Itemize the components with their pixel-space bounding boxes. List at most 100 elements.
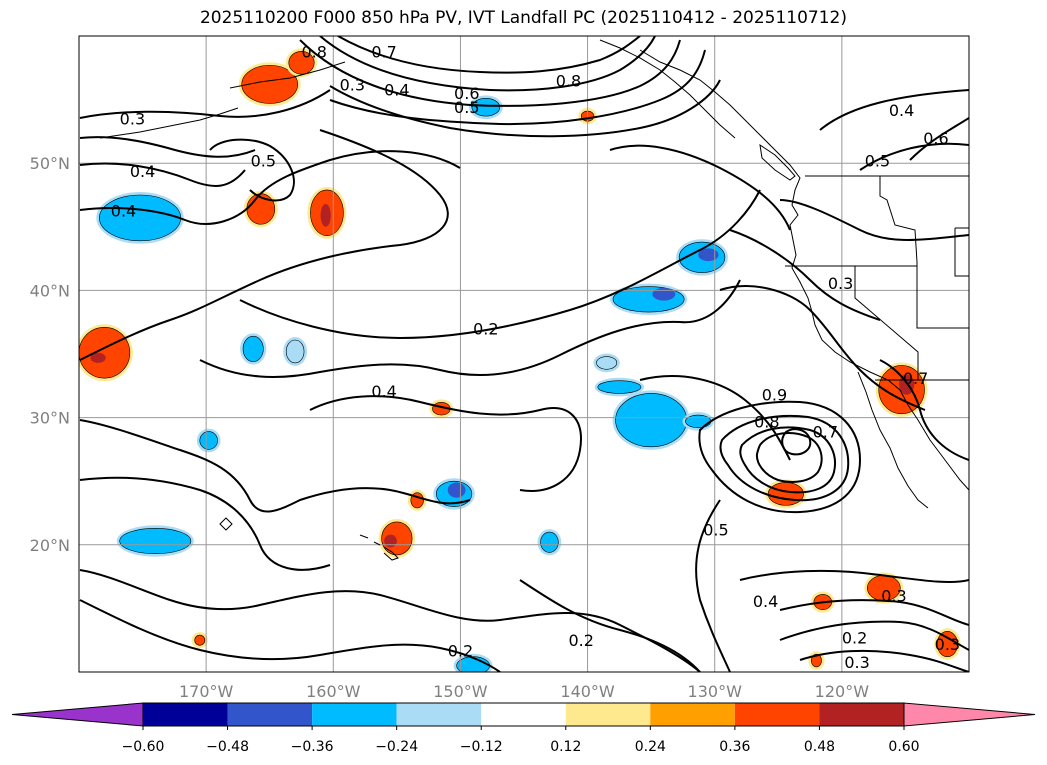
contour-0.6-north bbox=[299, 39, 681, 107]
contour-0.5-ne bbox=[859, 142, 969, 171]
pv-negative-patch bbox=[540, 531, 559, 553]
x-tick-label: 120°W bbox=[815, 682, 870, 701]
contour-label: 0.4 bbox=[130, 162, 155, 181]
pv-negative-core bbox=[447, 482, 466, 498]
pv-negative-patch bbox=[199, 431, 218, 450]
coastline-layer bbox=[99, 39, 969, 561]
small-island bbox=[219, 517, 233, 531]
contour-label: 0.3 bbox=[340, 75, 365, 94]
colorbar-segment bbox=[481, 703, 566, 726]
contour-0.4-midpac bbox=[199, 279, 741, 378]
pv-positive-core bbox=[320, 203, 331, 227]
contour-0.7-ring bbox=[719, 414, 850, 502]
pv-positive-patch bbox=[767, 482, 805, 506]
contour-label: 0.8 bbox=[301, 42, 326, 61]
colorbar-extend-high bbox=[903, 702, 1036, 727]
contour-label: 0.3 bbox=[935, 635, 960, 654]
nevada-east-border bbox=[916, 262, 969, 329]
contour-0.5-loop bbox=[209, 138, 295, 202]
pv-negative-patch bbox=[285, 339, 305, 364]
colorbar-tick-label: −0.36 bbox=[291, 739, 334, 755]
contour-label: 0.8 bbox=[556, 72, 581, 91]
contour-0.3-lower bbox=[79, 476, 331, 571]
plot-area: 0.8 0.70.80.60.3 0.40.50.30.50.40.40.40.60… bbox=[79, 36, 969, 672]
contour-0.4-pacific bbox=[79, 150, 461, 225]
contour-0.4-ne bbox=[819, 89, 969, 131]
alaska-islands bbox=[229, 61, 346, 89]
contour-label: 0.6 bbox=[454, 84, 479, 103]
pv-positive-patch bbox=[811, 653, 822, 668]
contour-0.3-ne-coast bbox=[729, 229, 881, 321]
california-nevada-border bbox=[854, 266, 919, 380]
pv-negative-patch bbox=[119, 527, 192, 555]
contour-0.3-pacific bbox=[79, 129, 449, 361]
contour-0.2-main bbox=[239, 189, 761, 340]
contour-0.3-south bbox=[79, 569, 701, 672]
contour-1.0-center bbox=[781, 428, 812, 456]
contour-label: 0.3 bbox=[881, 587, 906, 606]
colorbar-tick-label: 0.48 bbox=[804, 739, 835, 755]
contour-0.4-lower-east bbox=[739, 569, 969, 584]
contour-0.6-ring bbox=[698, 400, 862, 514]
chart-title: 2025110200 F000 850 hPa PV, IVT Landfall… bbox=[199, 8, 847, 28]
hawaii-islands bbox=[359, 534, 399, 561]
contour-0.5-lower-east bbox=[695, 499, 731, 672]
colorbar-segment bbox=[565, 703, 651, 726]
contour-0.4-east-coast bbox=[719, 285, 926, 411]
y-tick-label: 50°N bbox=[30, 154, 70, 173]
contour-0.2-se bbox=[779, 620, 969, 651]
alaska-panhandle bbox=[599, 39, 736, 139]
contour-label: 0.9 bbox=[762, 386, 787, 405]
colorbar: −0.60 −0.48 −0.36 −0.24 −0.12 0.12 0.24 0.36 0.4… bbox=[11, 702, 1036, 755]
baja-coastline bbox=[857, 371, 929, 509]
contour-0.6-ne bbox=[909, 117, 969, 161]
contour-0.9-ring bbox=[755, 432, 823, 483]
utah-border bbox=[954, 227, 969, 277]
contour-0.3-east bbox=[609, 144, 791, 231]
contour-0.3-north bbox=[79, 89, 331, 119]
colorbar-tick-label: 0.60 bbox=[888, 739, 919, 755]
contour-0.8-ring bbox=[739, 426, 836, 494]
pv-negative-patch bbox=[596, 356, 618, 370]
contour-label: 0.8 bbox=[754, 412, 779, 431]
x-tick-label: 140°W bbox=[560, 682, 615, 701]
pv-positive-patch bbox=[79, 326, 131, 379]
colorbar-segment bbox=[227, 703, 313, 726]
contour-0.5-lower-east-b bbox=[879, 359, 969, 461]
colorbar-tick-label: −0.12 bbox=[460, 739, 503, 755]
colorbar-tick-label: 0.24 bbox=[635, 739, 666, 755]
x-tick-label: 150°W bbox=[433, 682, 488, 701]
y-tick-label: 30°N bbox=[30, 409, 70, 428]
contour-0.5-east bbox=[639, 375, 791, 461]
x-axis-ticks: 170°W 160°W 150°W 140°W 130°W 120°W bbox=[179, 682, 869, 701]
pv-positive-core bbox=[90, 352, 106, 363]
colorbar-tick-label: 0.36 bbox=[719, 739, 750, 755]
y-tick-label: 40°N bbox=[30, 281, 70, 300]
pv-negative-core bbox=[698, 248, 719, 262]
contour-0.4-east-upper bbox=[779, 199, 969, 241]
contour-label: 0.3 bbox=[120, 110, 145, 129]
colorbar-extend-low bbox=[11, 702, 144, 727]
contour-label: 0.7 bbox=[813, 423, 838, 442]
contour-label: 0.7 bbox=[903, 369, 928, 388]
plot-frame bbox=[78, 35, 970, 673]
pv-negative-core bbox=[652, 287, 676, 301]
contour-0.3-se bbox=[779, 599, 969, 626]
contour-label: 0.2 bbox=[448, 641, 473, 660]
contour-label: 0.3 bbox=[844, 653, 869, 672]
contour-label: 0.3 bbox=[828, 274, 853, 293]
colorbar-tick-label: 0.12 bbox=[550, 739, 581, 755]
pv-fill-layer bbox=[79, 48, 961, 672]
colorbar-tick-label: −0.24 bbox=[375, 739, 418, 755]
y-tick-label: 20°N bbox=[30, 536, 70, 555]
pv-positive-patch bbox=[194, 634, 206, 646]
colorbar-segment bbox=[734, 703, 820, 726]
contour-0.4-west bbox=[79, 136, 256, 158]
contour-label: 0.4 bbox=[384, 80, 409, 99]
pv-negative-patch bbox=[597, 380, 642, 394]
contour-label: 0.4 bbox=[889, 101, 914, 120]
gridlines bbox=[79, 36, 969, 672]
contour-label: 0.5 bbox=[454, 98, 479, 117]
colorbar-segment bbox=[396, 703, 482, 726]
